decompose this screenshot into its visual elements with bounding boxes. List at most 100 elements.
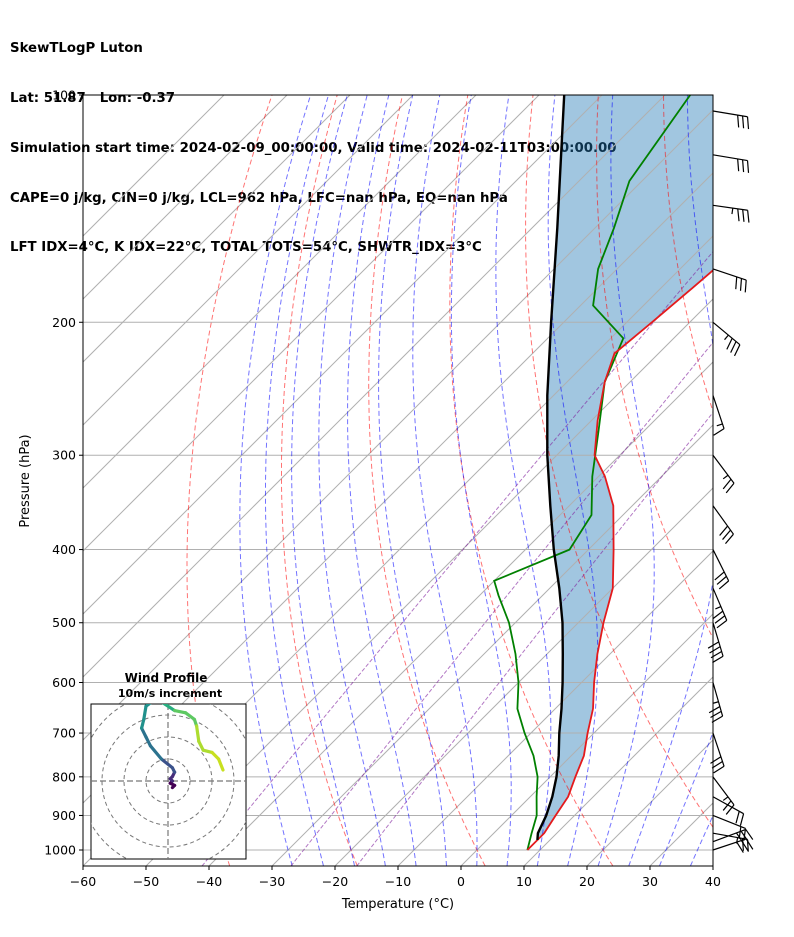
wind-barb-flag: [737, 208, 740, 222]
wind-barb-flag: [737, 158, 740, 172]
wind-barb-flag: [746, 160, 750, 173]
y-tick-label: 900: [52, 808, 76, 823]
dry-adiabat-line: [729, 95, 794, 866]
dewpoint-line: [493, 95, 691, 851]
hodograph-subtitle: 10m/s increment: [118, 687, 222, 700]
hodograph-segment: [197, 739, 205, 752]
wind-barb-flag: [708, 706, 721, 714]
x-tick-label: −40: [196, 874, 222, 889]
wind-barb-half-flag: [716, 423, 723, 427]
y-tick-label: 400: [52, 542, 76, 557]
wind-barb-flag: [710, 710, 722, 719]
wind-barb-staff: [712, 505, 734, 535]
wind-barb-staff: [712, 321, 741, 346]
moist-adiabat-line: [495, 95, 552, 866]
wind-barb-flag: [736, 841, 744, 853]
wind-barb-staff: [712, 682, 724, 717]
hodograph-segment: [144, 704, 152, 708]
isotherm-line: [208, 361, 713, 866]
x-tick-label: −30: [259, 874, 285, 889]
wind-barb-flag: [722, 478, 732, 490]
wind-barb: [712, 454, 735, 494]
moist-adiabat-line: [265, 95, 329, 866]
moist-adiabat-line: [597, 95, 655, 866]
temperature-line: [526, 269, 713, 851]
wind-barb-flag: [735, 811, 740, 824]
moist-adiabat-line: [378, 95, 447, 866]
wind-barb-flag: [722, 529, 731, 540]
wind-barb-flag: [713, 765, 725, 774]
wind-barb-staff: [712, 587, 728, 621]
wind-barb-flag: [713, 428, 725, 436]
wind-barb-half-flag: [715, 606, 722, 610]
x-tick-label: 40: [705, 874, 721, 889]
hodograph-segment: [140, 726, 148, 739]
dry-adiabat-line: [281, 95, 358, 866]
dry-adiabat-line: [368, 95, 486, 866]
wind-barb-flag: [737, 115, 740, 128]
wind-barb-half-flag: [722, 796, 729, 801]
wind-barb-flag: [722, 800, 732, 811]
wind-barb-staff: [712, 395, 725, 429]
wind-barb-staff: [712, 776, 735, 806]
parcel-area-fill: [527, 95, 713, 850]
wind-barb-flag: [739, 813, 745, 826]
wind-barb-flag: [746, 839, 749, 852]
wind-barb: [712, 321, 741, 357]
hodograph-segment: [161, 704, 177, 713]
wind-barb: [712, 268, 747, 293]
x-tick-label: 0: [457, 874, 465, 889]
wind-barb-flag: [741, 159, 745, 173]
wind-barb-staff: [712, 814, 746, 830]
wind-barb-staff: [712, 549, 730, 582]
wind-barb-flag: [726, 338, 733, 350]
isotherm-line: [271, 424, 713, 866]
y-tick-label: 100: [52, 88, 76, 103]
moist-adiabat-line: [547, 95, 599, 866]
wind-barb-half-flag: [724, 334, 729, 341]
hodograph-segment: [159, 757, 174, 770]
isotherm-line: [334, 487, 713, 866]
wind-barb: [712, 505, 734, 545]
moist-adiabat-line: [412, 95, 478, 866]
y-tick-label: 1000: [44, 843, 76, 858]
parcel-line: [536, 95, 566, 841]
wind-barb-staff: [712, 732, 725, 767]
wind-barb: [712, 832, 749, 852]
wind-barb-flag: [712, 610, 724, 620]
wind-barb-flag: [714, 615, 726, 624]
wind-barb: [712, 154, 750, 173]
hodograph-segment: [173, 708, 188, 715]
wind-barb-staff: [712, 796, 744, 815]
wind-barb-flag: [730, 341, 737, 353]
moist-adiabat-line: [239, 95, 312, 866]
wind-barb-staff: [712, 838, 747, 851]
wind-barb-half-flag: [712, 701, 719, 704]
dry-adiabat-line: [663, 95, 713, 414]
x-tick-label: −20: [322, 874, 348, 889]
x-tick-label: 20: [579, 874, 595, 889]
wind-barb: [712, 204, 750, 223]
wind-barb-flag: [738, 826, 742, 839]
wind-barb: [712, 796, 745, 826]
hodograph-segment: [217, 757, 225, 772]
wind-barb-staff: [712, 204, 748, 211]
wind-barb-staff: [712, 454, 735, 484]
wind-barb-flag: [711, 715, 723, 723]
y-tick-label: 500: [52, 615, 76, 630]
wind-barb: [712, 587, 728, 629]
mixing-ratio-line: [290, 341, 713, 866]
isotherm-line: [83, 95, 288, 300]
wind-barb: [712, 814, 747, 841]
isotherm-line: [83, 95, 477, 489]
wind-barb-flag: [711, 761, 723, 769]
wind-barb-flag: [742, 209, 745, 222]
wind-barb-flag: [741, 838, 744, 851]
isotherm-line: [523, 676, 713, 866]
wind-barb-half-flag: [731, 208, 734, 215]
chart-header: SkewTLogP Luton Lat: 51.87 Lon: -0.37 Si…: [10, 8, 617, 274]
wind-barb-flag: [725, 804, 735, 815]
wind-barb: [712, 395, 725, 436]
wind-barb-half-flag: [735, 837, 739, 844]
